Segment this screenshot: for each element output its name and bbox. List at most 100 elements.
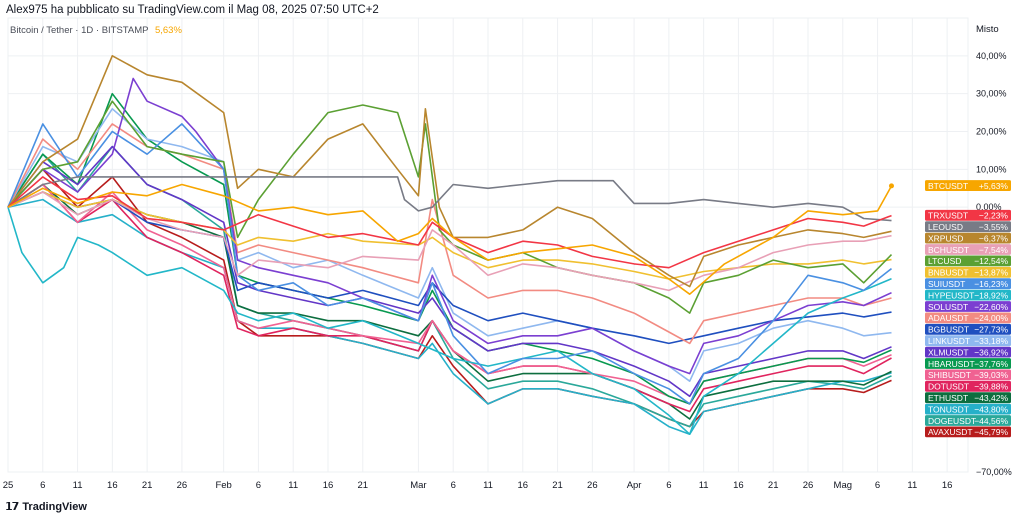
- x-tick-label: 6: [666, 480, 671, 491]
- y-tick-label: 20,00%: [976, 127, 1007, 137]
- price-tag-value: −39,88%: [974, 382, 1008, 392]
- price-tag-bg: [925, 403, 1011, 415]
- price-tag-trxusdt[interactable]: TRXUSDT −2,23%: [925, 209, 1011, 221]
- price-tag-bg: [925, 392, 1011, 404]
- y-tick-label: −70,00%: [976, 467, 1012, 477]
- series-line-bnbusdt[interactable]: [7, 191, 892, 280]
- price-tag-bg: [925, 323, 1011, 335]
- price-tag-dotusdt[interactable]: DOTUSDT −39,88%: [925, 380, 1011, 392]
- price-tag-value: −22,60%: [974, 302, 1008, 312]
- x-tick-label: 11: [907, 480, 917, 491]
- price-tag-dogeusdt[interactable]: DOGEUSDT−44,56%: [925, 415, 1011, 426]
- y-tick-label: 40,00%: [976, 51, 1007, 61]
- series-line-ltcusd[interactable]: [7, 100, 893, 314]
- price-tag-value: −45,79%: [974, 427, 1008, 437]
- price-tag-symbol: HBARUSDT: [928, 359, 975, 369]
- price-tag-symbol: LTCUSD: [928, 256, 961, 266]
- price-tag-bg: [925, 415, 1011, 426]
- price-tag-bnbusdt[interactable]: BNBUSDT −13,87%: [925, 266, 1011, 278]
- price-tag-symbol: SOLUSDT: [928, 302, 968, 312]
- symbol-change: 5,63%: [154, 25, 182, 36]
- y-tick-label: 0,00%: [976, 202, 1002, 212]
- price-tag-symbol: SHIBUSDT: [928, 370, 971, 380]
- series-line-linkusdt[interactable]: [7, 108, 892, 382]
- price-tag-value: −12,54%: [974, 256, 1008, 266]
- price-tag-symbol: LEOUSD: [928, 222, 963, 232]
- price-tag-bg: [925, 301, 1011, 312]
- price-tag-value: −27,73%: [974, 325, 1008, 335]
- tradingview-brand[interactable]: 𝟭𝟳 TradingView: [5, 500, 87, 514]
- price-tag-avaxusdt[interactable]: AVAXUSDT −45,79%: [925, 426, 1011, 438]
- price-tag-symbol: BCHUSDT: [928, 245, 969, 255]
- price-tag-value: −33,18%: [974, 336, 1008, 346]
- x-tick-label: 21: [768, 480, 779, 491]
- price-tag-value: −18,92%: [974, 290, 1008, 300]
- price-tag-bg: [925, 209, 1011, 221]
- x-tick-label: 21: [142, 480, 153, 491]
- x-tick-label: 21: [552, 480, 563, 491]
- price-tag-bg: [925, 255, 1011, 267]
- price-tag-symbol: DOTUSDT: [928, 382, 969, 392]
- price-tag-value: −43,42%: [974, 393, 1008, 403]
- price-tag-tonusdt[interactable]: TONUSDT −43,80%: [925, 403, 1011, 415]
- price-tag-xlmusdt[interactable]: XLMUSDT −36,92%: [925, 346, 1011, 358]
- price-tag-ltcusd[interactable]: LTCUSD −12,54%: [925, 255, 1011, 267]
- symbol-legend[interactable]: Bitcoin / Tether · 1D · BITSTAMP 5,63%: [10, 25, 182, 36]
- publish-info: Alex975 ha pubblicato su TradingView.com…: [6, 4, 379, 16]
- x-tick-label: 16: [733, 480, 744, 491]
- price-tag-linkusdt[interactable]: LINKUSDT −33,18%: [925, 335, 1011, 347]
- x-tick-label: 16: [517, 480, 528, 491]
- series-line-avaxusdt[interactable]: [7, 168, 892, 428]
- price-labels: BTCUSDT +5,63% TRXUSDT −2,23%LEOUSD −3,55%XR…: [925, 180, 1011, 438]
- price-tag-adausdt[interactable]: ADAUSDT −24,00%: [925, 312, 1011, 324]
- series-line-bchusdt[interactable]: [7, 191, 892, 292]
- price-tag-value: −2,23%: [979, 211, 1009, 221]
- price-tag-bg: [925, 221, 1011, 233]
- y-tick-label: 30,00%: [976, 89, 1007, 99]
- price-tag-hypeusdt[interactable]: HYPEUSDT −18,92%: [925, 289, 1011, 301]
- price-tag-bg: [925, 232, 1011, 244]
- price-tag-solusdt[interactable]: SOLUSDT −22,60%: [925, 301, 1011, 312]
- price-tag-value: −43,80%: [974, 404, 1008, 414]
- series-line-xrpusd[interactable]: [7, 55, 892, 288]
- x-tick-label: 16: [323, 480, 334, 491]
- price-tag-bgbusdt[interactable]: BGBUSDT −27,73%: [925, 323, 1011, 335]
- x-tick-label: 25: [3, 480, 14, 491]
- price-tag-value: −37,76%: [974, 359, 1008, 369]
- price-tag-btcusdt[interactable]: BTCUSDT +5,63%: [925, 180, 1011, 191]
- y-tick-label: 10,00%: [976, 164, 1007, 174]
- price-tag-xrpusd[interactable]: XRPUSD −6,37%: [925, 232, 1011, 244]
- series-line-btcusdt[interactable]: [7, 183, 893, 295]
- price-tag-bchusdt[interactable]: BCHUSDT −7,54%: [925, 244, 1011, 255]
- x-tick-label: 21: [357, 480, 368, 491]
- x-tick-label: 6: [451, 480, 456, 491]
- x-tick-label: Apr: [627, 480, 642, 491]
- series-line-solusdt[interactable]: [7, 77, 892, 375]
- price-tag-symbol: BNBUSDT: [928, 268, 969, 278]
- price-tag-leousd[interactable]: LEOUSD −3,55%: [925, 221, 1011, 233]
- x-tick-label: Mar: [410, 480, 426, 491]
- tradingview-logo-icon: 𝟭𝟳: [5, 501, 19, 513]
- price-tag-hbarusdt[interactable]: HBARUSDT −37,76%: [925, 358, 1011, 369]
- x-tick-label: 6: [875, 480, 880, 491]
- price-tag-symbol: SUIUSDT: [928, 279, 965, 289]
- price-tag-bg: [925, 346, 1011, 358]
- x-tick-label: 11: [288, 480, 298, 491]
- series-line-hypeusdt[interactable]: [7, 206, 892, 435]
- price-tag-shibusdt[interactable]: SHIBUSDT −39,03%: [925, 369, 1011, 381]
- scale-mode-button[interactable]: Misto: [976, 24, 999, 35]
- x-tick-label: 26: [177, 480, 188, 491]
- price-tag-bg: [925, 426, 1011, 438]
- price-tag-symbol: HYPEUSDT: [928, 290, 974, 300]
- price-tag-value: −7,54%: [979, 245, 1009, 255]
- price-tag-bg: [925, 358, 1011, 369]
- series-line-suiusdt[interactable]: [7, 123, 892, 405]
- series-line-leousd[interactable]: [7, 176, 892, 222]
- price-tag-bg: [925, 312, 1011, 324]
- series-line-bgbusdt[interactable]: [7, 191, 892, 345]
- price-tag-value: −16,23%: [974, 279, 1008, 289]
- brand-name: TradingView: [22, 500, 87, 513]
- price-tag-ethusdt[interactable]: ETHUSDT −43,42%: [925, 392, 1011, 404]
- price-tag-suiusdt[interactable]: SUIUSDT −16,23%: [925, 278, 1011, 290]
